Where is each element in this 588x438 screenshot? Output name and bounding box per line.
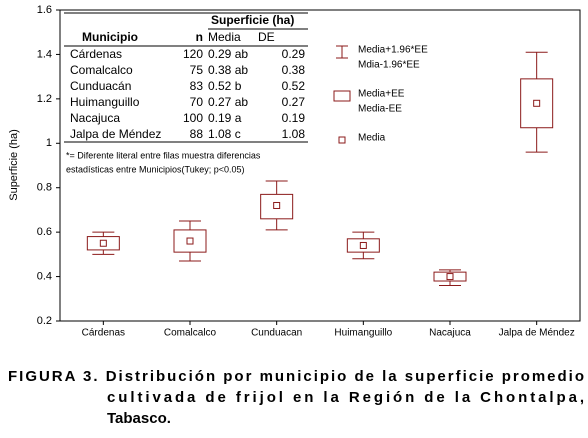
y-tick-label: 1 [46, 137, 52, 149]
figure-caption: Tabasco. [107, 410, 171, 427]
table-cell: Comalcalco [70, 63, 133, 77]
table-cell: 0.19 a [208, 111, 242, 125]
table-cell: 83 [190, 79, 204, 93]
y-tick-label: 1.6 [37, 4, 52, 16]
table-cell: 0.19 [282, 111, 306, 125]
table-cell: Nacajuca [70, 111, 120, 125]
y-tick-label: 0.8 [37, 182, 52, 194]
table-panel [62, 12, 310, 178]
mean-marker [99, 239, 107, 247]
mean-marker [446, 273, 454, 281]
table-cell: 120 [183, 47, 203, 61]
table-cell: 1.08 [282, 127, 306, 141]
legend-symbol [338, 136, 346, 144]
x-tick-label: Huimanguillo [334, 328, 392, 339]
y-tick-label: 1.4 [37, 48, 52, 60]
x-tick-label: Cárdenas [82, 328, 125, 339]
table-cell: Cunduacán [70, 79, 131, 93]
table-cell: 0.38 ab [208, 63, 248, 77]
x-tick-label: Jalpa de Méndez [499, 328, 575, 339]
table-cell: 100 [183, 111, 203, 125]
table-cell: Huimanguillo [70, 95, 140, 109]
mean-marker [186, 237, 194, 245]
x-tick-label: Comalcalco [164, 328, 217, 339]
mean-marker [273, 201, 281, 209]
table-cell: 0.27 [282, 95, 306, 109]
table-cell: 0.52 b [208, 79, 242, 93]
table-footnote: *= Diferente literal entre filas muestra… [66, 150, 261, 160]
table-group-header: Superficie (ha) [211, 13, 294, 27]
y-tick-label: 0.4 [37, 270, 52, 282]
table-cell: 0.52 [282, 79, 306, 93]
y-tick-label: 0.2 [37, 315, 52, 327]
x-tick-label: Nacajuca [429, 328, 471, 339]
table-cell: 75 [190, 63, 204, 77]
table-cell: 0.29 ab [208, 47, 248, 61]
table-cell: 1.08 c [208, 127, 241, 141]
y-axis-label: Superficie (ha) [8, 129, 20, 201]
legend-label: Media+EE [358, 89, 405, 100]
table-column-header: DE [258, 30, 275, 44]
mean-marker [533, 99, 541, 107]
figure-caption: cultivada de frijol en la Región de la C… [107, 389, 584, 406]
table-cell: 0.29 [282, 47, 306, 61]
table-cell: Cárdenas [70, 47, 122, 61]
y-tick-label: 1.2 [37, 93, 52, 105]
legend-label: Media+1.96*EE [358, 45, 428, 56]
table-cell: 0.27 ab [208, 95, 248, 109]
table-cell: Jalpa de Méndez [70, 127, 161, 141]
table-cell: 70 [190, 95, 204, 109]
legend-symbol [333, 90, 351, 102]
table-column-header: Media [208, 30, 241, 44]
figure-caption: FIGURA 3. Distribución por municipio de … [8, 368, 584, 385]
y-tick-label: 0.6 [37, 226, 52, 238]
x-tick-label: Cunduacan [251, 328, 302, 339]
table-column-header: n [196, 30, 203, 44]
table-cell: 0.38 [282, 63, 306, 77]
table-column-header: Municipio [82, 30, 138, 44]
table-cell: 88 [190, 127, 204, 141]
table-footnote: estadísticas entre Municipios(Tukey; p<0… [66, 164, 245, 174]
legend-label: Media-EE [358, 104, 402, 115]
legend-label: Media [358, 133, 386, 144]
mean-marker [359, 241, 367, 249]
legend-label: Mdia-1.96*EE [358, 60, 420, 71]
